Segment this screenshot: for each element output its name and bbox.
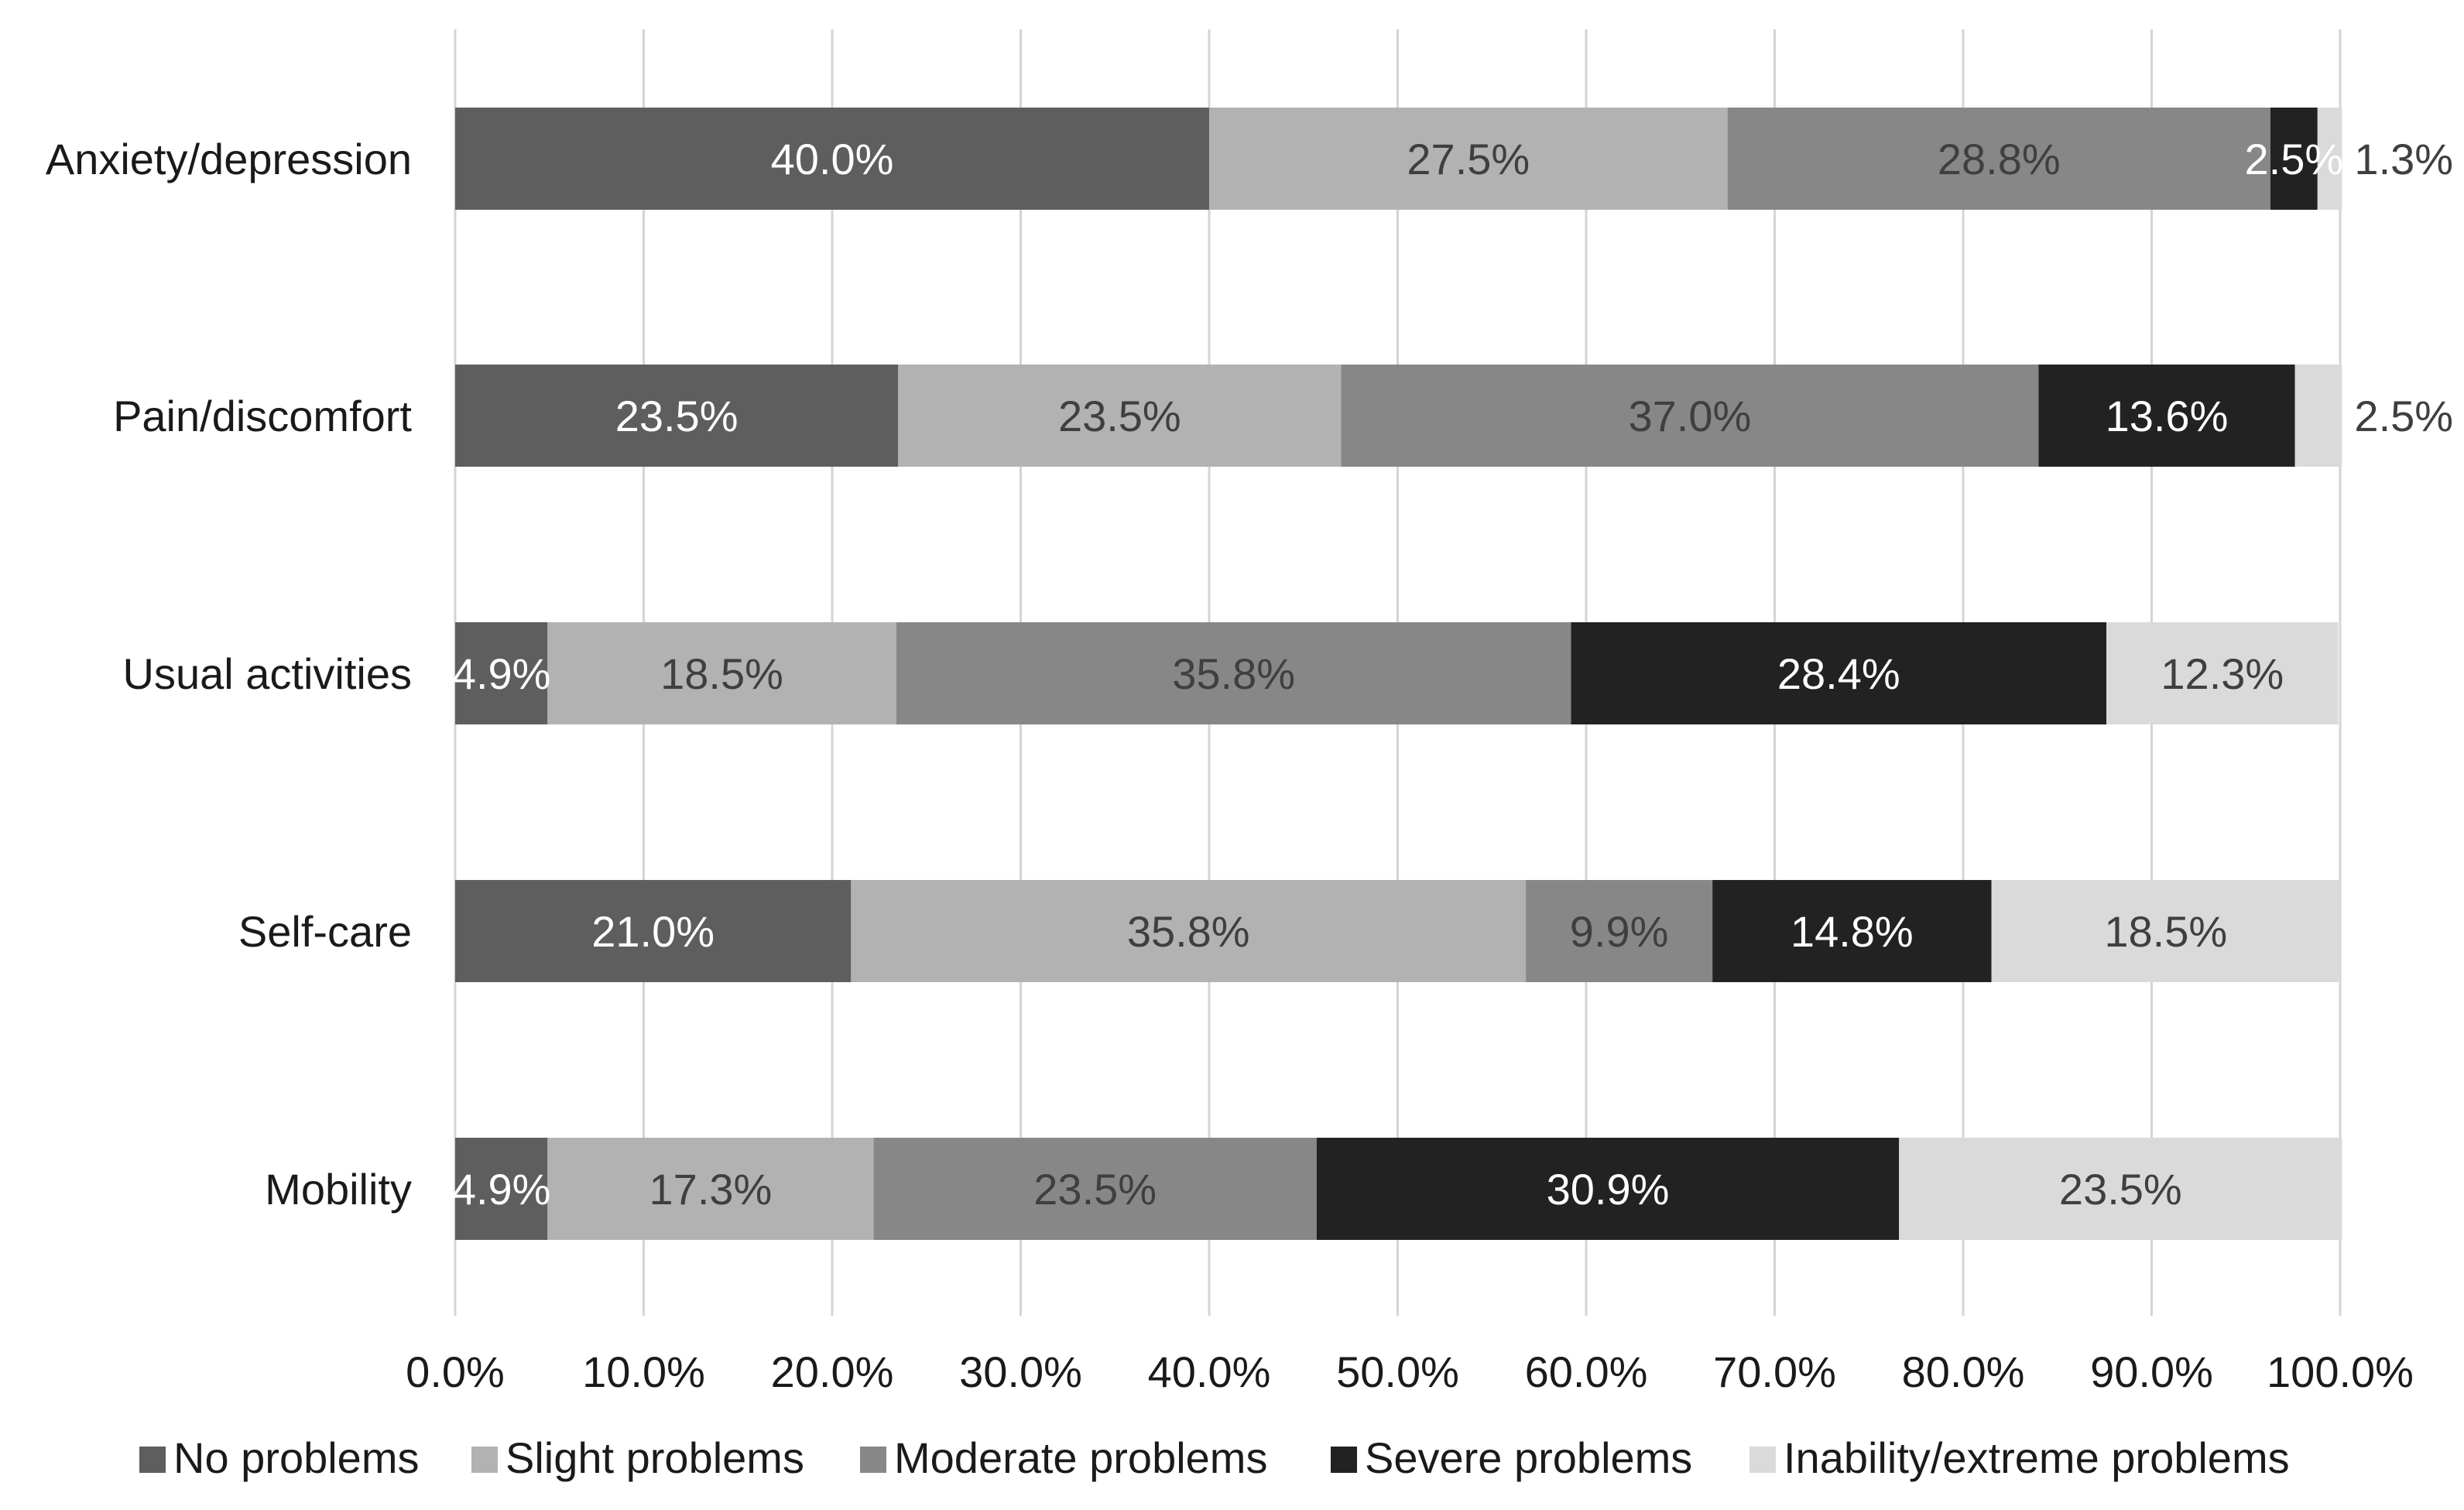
data-label: 23.5% xyxy=(2059,1165,2182,1214)
bar-inability-extreme-problems-pain-discomfort xyxy=(2294,365,2342,467)
legend-swatch-inability-extreme-problems xyxy=(1749,1447,1776,1473)
x-tick-label: 40.0% xyxy=(1148,1347,1271,1396)
bar-severe-problems-usual-activities xyxy=(1571,622,2107,724)
data-labels: 40.0% 27.5% 28.8% 2.5% 1.3%23.5% 23.5% 37.0% 13… xyxy=(452,135,2453,1214)
bar-severe-problems-anxiety-depression xyxy=(2270,108,2318,210)
bar-no-problems-pain-discomfort xyxy=(455,365,899,467)
bar-no-problems-usual-activities xyxy=(455,622,548,724)
bar-moderate-problems-pain-discomfort xyxy=(1341,365,2039,467)
data-label: 23.5% xyxy=(615,392,739,440)
data-label: 28.8% xyxy=(1938,135,2061,183)
x-tick-label: 60.0% xyxy=(1525,1347,1648,1396)
legend-label-inability-extreme-problems: Inability/extreme problems xyxy=(1784,1433,2290,1482)
data-label: 28.4% xyxy=(1777,649,1900,698)
data-label: 27.5% xyxy=(1407,135,1530,183)
category-label-anxiety-depression: Anxiety/depression xyxy=(46,135,412,183)
data-label: 35.8% xyxy=(1127,907,1250,956)
legend-swatch-slight-problems xyxy=(471,1447,498,1473)
data-label: 13.6% xyxy=(2106,392,2229,440)
data-label: 12.3% xyxy=(2161,649,2284,698)
bar-severe-problems-mobility xyxy=(1316,1138,1900,1240)
data-label: 4.9% xyxy=(452,1165,551,1214)
data-label: 37.0% xyxy=(1629,392,1752,440)
x-tick-label: 70.0% xyxy=(1713,1347,1836,1396)
legend-label-severe-problems: Severe problems xyxy=(1365,1433,1692,1482)
legend-swatch-no-problems xyxy=(139,1447,166,1473)
bar-inability-extreme-problems-self-care xyxy=(1991,880,2340,982)
bar-slight-problems-mobility xyxy=(547,1138,874,1240)
bar-inability-extreme-problems-mobility xyxy=(1899,1138,2342,1240)
x-tick-label: 20.0% xyxy=(771,1347,894,1396)
category-label-usual-activities: Usual activities xyxy=(123,649,412,698)
x-axis-tick-labels: 0.0% 10.0% 20.0% 30.0% 40.0% 50.0% 60.0% 70.0% 8… xyxy=(406,1347,2414,1396)
x-tick-label: 50.0% xyxy=(1336,1347,1459,1396)
category-label-pain-discomfort: Pain/discomfort xyxy=(113,392,412,440)
bar-slight-problems-anxiety-depression xyxy=(1209,108,1728,210)
data-label: 9.9% xyxy=(1570,907,1669,956)
bar-inability-extreme-problems-usual-activities xyxy=(2106,622,2339,724)
data-label: 2.5% xyxy=(2354,392,2453,440)
data-label: 35.8% xyxy=(1172,649,1295,698)
legend-label-slight-problems: Slight problems xyxy=(505,1433,804,1482)
data-label: 4.9% xyxy=(452,649,551,698)
bars xyxy=(455,108,2342,1240)
data-label: 17.3% xyxy=(649,1165,773,1214)
bar-slight-problems-usual-activities xyxy=(547,622,896,724)
bar-slight-problems-self-care xyxy=(851,880,1527,982)
data-label: 18.5% xyxy=(2104,907,2227,956)
data-label: 18.5% xyxy=(660,649,783,698)
x-tick-label: 80.0% xyxy=(1902,1347,2025,1396)
x-tick-label: 90.0% xyxy=(2090,1347,2213,1396)
bar-moderate-problems-anxiety-depression xyxy=(1727,108,2270,210)
legend-swatch-severe-problems xyxy=(1331,1447,1357,1473)
category-label-self-care: Self-care xyxy=(238,907,412,956)
legend-label-no-problems: No problems xyxy=(173,1433,419,1482)
legend-label-moderate-problems: Moderate problems xyxy=(894,1433,1267,1482)
data-label: 23.5% xyxy=(1058,392,1181,440)
bar-no-problems-mobility xyxy=(455,1138,548,1240)
bar-inability-extreme-problems-anxiety-depression xyxy=(2317,108,2342,210)
category-label-mobility: Mobility xyxy=(265,1165,412,1214)
x-tick-label: 10.0% xyxy=(582,1347,705,1396)
legend-swatch-moderate-problems xyxy=(860,1447,886,1473)
bar-slight-problems-pain-discomfort xyxy=(898,365,1342,467)
legend: No problems Slight problems Moderate probl… xyxy=(139,1433,2290,1482)
data-label: 21.0% xyxy=(591,907,715,956)
data-label: 23.5% xyxy=(1033,1165,1157,1214)
category-labels: Anxiety/depression Pain/discomfort Usual a… xyxy=(46,135,413,1214)
data-label: 30.9% xyxy=(1547,1165,1670,1214)
x-tick-label: 30.0% xyxy=(959,1347,1082,1396)
data-label: 14.8% xyxy=(1791,907,1914,956)
data-label: 2.5% xyxy=(2245,135,2344,183)
bar-moderate-problems-usual-activities xyxy=(896,622,1571,724)
data-label: 40.0% xyxy=(771,135,894,183)
data-label: 1.3% xyxy=(2354,135,2453,183)
bar-moderate-problems-self-care xyxy=(1526,880,1713,982)
bar-severe-problems-self-care xyxy=(1712,880,1992,982)
bar-severe-problems-pain-discomfort xyxy=(2038,365,2295,467)
x-tick-label: 0.0% xyxy=(406,1347,505,1396)
bar-no-problems-anxiety-depression xyxy=(455,108,1209,210)
x-tick-label: 100.0% xyxy=(2267,1347,2414,1396)
bar-no-problems-self-care xyxy=(455,880,852,982)
bar-moderate-problems-mobility xyxy=(873,1138,1317,1240)
